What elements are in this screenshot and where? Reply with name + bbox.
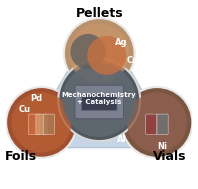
Text: Cu: Cu — [19, 105, 31, 114]
PathPatch shape — [34, 29, 165, 148]
Circle shape — [62, 63, 136, 137]
Circle shape — [70, 34, 106, 69]
Text: Foils: Foils — [5, 150, 37, 163]
Circle shape — [58, 59, 140, 141]
FancyBboxPatch shape — [43, 114, 54, 135]
Text: Pellets: Pellets — [75, 7, 123, 20]
FancyBboxPatch shape — [82, 94, 117, 110]
Circle shape — [122, 87, 192, 158]
Text: Cu: Cu — [127, 57, 139, 65]
FancyBboxPatch shape — [29, 114, 40, 135]
FancyBboxPatch shape — [146, 114, 157, 135]
FancyBboxPatch shape — [157, 114, 168, 135]
Text: Vials: Vials — [153, 150, 187, 163]
Circle shape — [11, 92, 71, 153]
Circle shape — [87, 36, 126, 75]
Text: Al: Al — [117, 135, 126, 144]
Circle shape — [6, 87, 77, 158]
Text: Ni: Ni — [158, 142, 168, 151]
Text: Mechanochemistry
+ Catalysis: Mechanochemistry + Catalysis — [62, 92, 137, 105]
Text: Ni: Ni — [53, 49, 63, 58]
Text: Ag: Ag — [115, 38, 128, 47]
Circle shape — [69, 23, 129, 84]
FancyBboxPatch shape — [36, 114, 47, 135]
Circle shape — [64, 18, 135, 89]
Circle shape — [127, 92, 187, 153]
FancyBboxPatch shape — [75, 85, 123, 119]
Text: Pd: Pd — [30, 94, 42, 103]
